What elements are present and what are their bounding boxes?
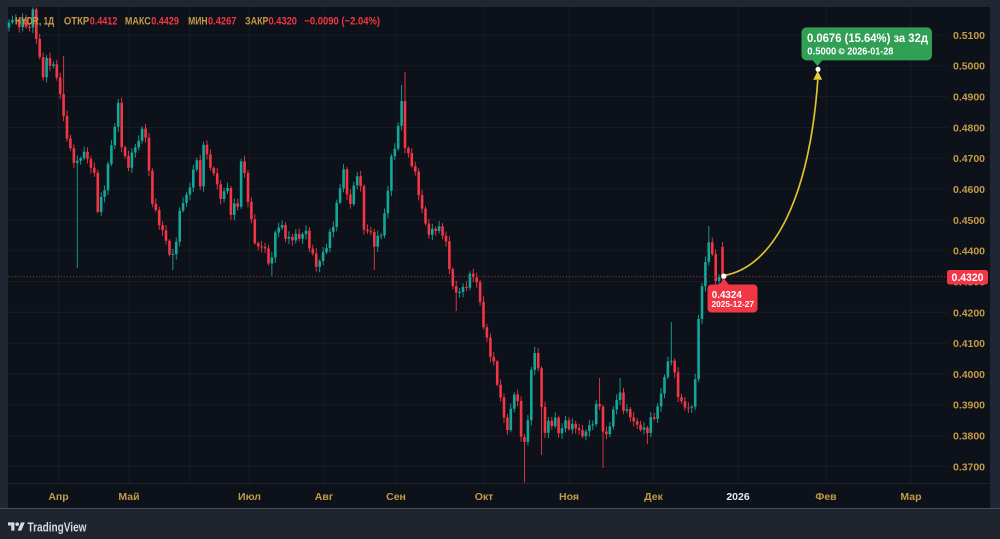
- svg-text:0.4600: 0.4600: [953, 184, 985, 196]
- svg-text:0.5000: 0.5000: [807, 46, 836, 58]
- svg-text:0.4500: 0.4500: [953, 215, 985, 227]
- svg-text:0.4429: 0.4429: [151, 15, 179, 27]
- svg-text:0.5100: 0.5100: [953, 30, 985, 42]
- svg-text:0.5000: 0.5000: [953, 61, 985, 73]
- svg-text:0.4100: 0.4100: [953, 338, 985, 350]
- svg-text:Авг: Авг: [315, 491, 334, 503]
- svg-text:TradingView: TradingView: [28, 520, 88, 535]
- svg-text:ОТКР: ОТКР: [64, 15, 89, 27]
- svg-text:0.4700: 0.4700: [953, 153, 985, 165]
- svg-text:2026-01-28: 2026-01-28: [847, 46, 893, 58]
- svg-text:Дек: Дек: [644, 491, 663, 503]
- svg-text:2026: 2026: [726, 491, 750, 503]
- svg-text:0.4412: 0.4412: [90, 15, 118, 27]
- svg-text:МИН: МИН: [188, 15, 208, 27]
- svg-text:0.4267: 0.4267: [208, 15, 236, 27]
- svg-text:МАКС: МАКС: [125, 15, 151, 27]
- svg-text:0.4320: 0.4320: [952, 272, 984, 284]
- svg-text:0.3800: 0.3800: [953, 431, 985, 443]
- svg-text:HYDR, 1Д: HYDR, 1Д: [15, 15, 54, 27]
- svg-text:0.4400: 0.4400: [953, 246, 985, 258]
- svg-text:0.4320: 0.4320: [269, 15, 298, 27]
- svg-text:Ноя: Ноя: [559, 491, 579, 503]
- svg-text:Окт: Окт: [475, 491, 494, 503]
- svg-text:2025-12-27: 2025-12-27: [712, 299, 755, 309]
- svg-text:0.3900: 0.3900: [953, 400, 985, 412]
- svg-text:0.4324: 0.4324: [712, 290, 742, 301]
- svg-text:0.4200: 0.4200: [953, 307, 985, 319]
- svg-text:Май: Май: [118, 491, 139, 503]
- svg-text:Фев: Фев: [815, 491, 837, 503]
- svg-text:Мар: Мар: [900, 491, 921, 503]
- svg-text:0.0676 (15.64%) за 32д: 0.0676 (15.64%) за 32д: [807, 31, 928, 45]
- svg-text:0.4800: 0.4800: [953, 122, 985, 134]
- svg-text:Сен: Сен: [386, 491, 406, 503]
- svg-text:Апр: Апр: [48, 491, 68, 503]
- svg-text:ЗАКР: ЗАКР: [245, 15, 269, 27]
- svg-text:0.4000: 0.4000: [953, 369, 985, 381]
- svg-text:0.3700: 0.3700: [953, 461, 985, 473]
- svg-text:Июл: Июл: [238, 491, 261, 503]
- svg-text:0.4900: 0.4900: [953, 92, 985, 104]
- svg-text:−0.0090 (−2.04%): −0.0090 (−2.04%): [304, 15, 380, 27]
